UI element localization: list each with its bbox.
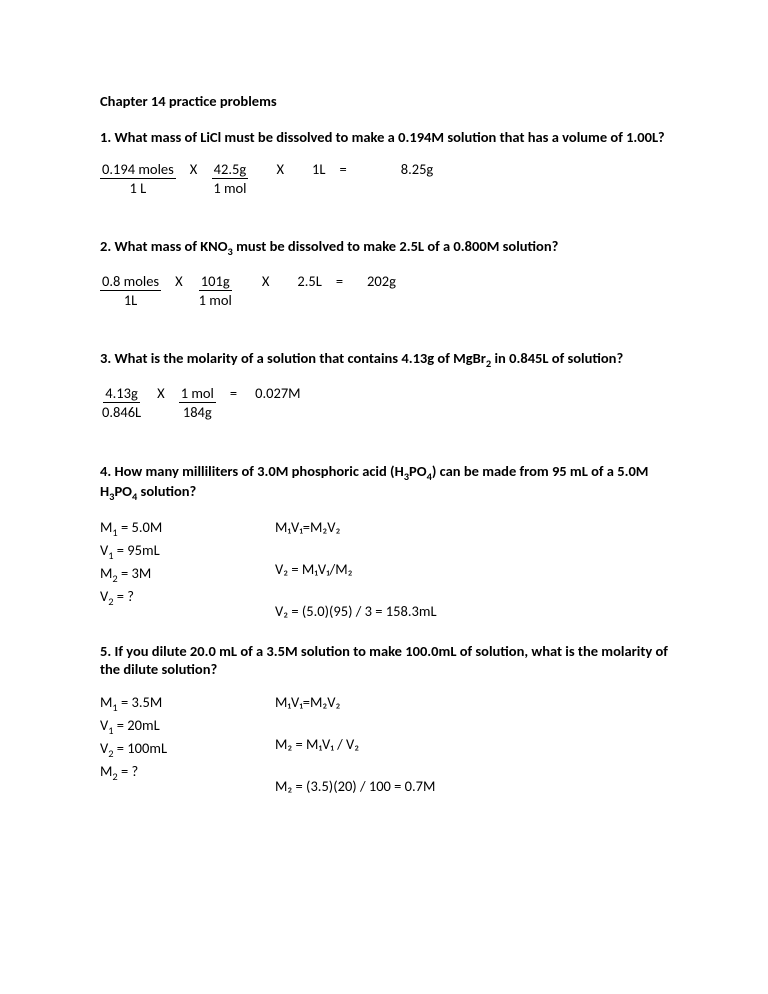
fraction: 4.13g 0.846L [100, 384, 143, 421]
problem-4: 4. How many milliliters of 3.0M phosphor… [100, 462, 668, 623]
given: V1 = 95mL [100, 540, 275, 563]
denominator: 1 mol [211, 179, 248, 197]
answer: 0.027M [251, 384, 300, 402]
text: PO [409, 462, 427, 480]
text: 3. What is the molarity of a solution th… [100, 349, 486, 367]
numerator: 1 mol [179, 384, 216, 403]
question-text: 4. How many milliliters of 3.0M phosphor… [100, 462, 668, 504]
fraction: 42.5g 1 mol [211, 160, 248, 197]
question-text: 5. If you dilute 20.0 mL of a 3.5M solut… [100, 642, 668, 678]
text: 4. How many milliliters of 3.0M phosphor… [100, 462, 404, 480]
given: M2 = ? [100, 761, 275, 784]
denominator: 1L [122, 291, 139, 309]
problem-3: 3. What is the molarity of a solution th… [100, 349, 668, 421]
givens-column: M1 = 3.5M V1 = 20mL V2 = 100mL M2 = ? [100, 692, 275, 797]
given: M2 = 3M [100, 563, 275, 586]
equations-column: M₁V₁=M₂V₂ V₂ = M₁V₁/M₂ V₂ = (5.0)(95) / … [275, 517, 668, 622]
times-op: X [143, 384, 179, 402]
equation: M₁V₁=M₂V₂ [275, 517, 668, 538]
spacer [275, 538, 668, 559]
equation: V₂ = (5.0)(95) / 3 = 158.3mL [275, 601, 668, 622]
text: must be dissolved to make 2.5L of a 0.80… [233, 237, 559, 255]
denominator: 0.846L [100, 403, 143, 421]
equals-op: = [325, 160, 360, 178]
spacer [275, 580, 668, 601]
calculation-row: 0.194 moles 1 L X 42.5g 1 mol X 1L = 8.2… [100, 160, 668, 197]
equation: V₂ = M₁V₁/M₂ [275, 559, 668, 580]
equation: M₂ = M₁V₁ / V₂ [275, 734, 668, 755]
fraction: 101g 1 mol [197, 272, 234, 309]
givens-column: M1 = 5.0M V1 = 95mL M2 = 3M V2 = ? [100, 517, 275, 622]
times-op: X [249, 160, 313, 178]
page: Chapter 14 practice problems 1. What mas… [0, 0, 768, 797]
question-text: 2. What mass of KNO3 must be dissolved t… [100, 237, 668, 258]
givens-row: M1 = 3.5M V1 = 20mL V2 = 100mL M2 = ? M₁… [100, 692, 668, 797]
numerator: 4.13g [103, 384, 140, 403]
calculation-row: 0.8 moles 1L X 101g 1 mol X 2.5L = 202g [100, 272, 668, 309]
numerator: 42.5g [212, 160, 249, 179]
chapter-title: Chapter 14 practice problems [100, 92, 668, 110]
answer: 202g [357, 272, 396, 290]
question-text: 1. What mass of LiCl must be dissolved t… [100, 128, 668, 146]
denominator: 1 L [128, 179, 149, 197]
equation: M₁V₁=M₂V₂ [275, 692, 668, 713]
denominator: 1 mol [197, 291, 234, 309]
times-op: X [176, 160, 212, 178]
equations-column: M₁V₁=M₂V₂ M₂ = M₁V₁ / V₂ M₂ = (3.5)(20) … [275, 692, 668, 797]
value: 2.5L [297, 272, 321, 290]
given: M1 = 3.5M [100, 692, 275, 715]
text: solution? [137, 482, 196, 500]
times-op: X [161, 272, 197, 290]
value: 1L [312, 160, 325, 178]
equation: M₂ = (3.5)(20) / 100 = 0.7M [275, 776, 668, 797]
fraction: 0.8 moles 1L [100, 272, 161, 309]
problem-5: 5. If you dilute 20.0 mL of a 3.5M solut… [100, 642, 668, 797]
problem-2: 2. What mass of KNO3 must be dissolved t… [100, 237, 668, 309]
fraction: 1 mol 184g [179, 384, 216, 421]
text: 2. What mass of KNO [100, 237, 228, 255]
question-text: 3. What is the molarity of a solution th… [100, 349, 668, 370]
spacer [275, 755, 668, 776]
calculation-row: 4.13g 0.846L X 1 mol 184g = 0.027M [100, 384, 668, 421]
fraction: 0.194 moles 1 L [100, 160, 176, 197]
equals-op: = [216, 384, 251, 402]
answer: 8.25g [361, 160, 434, 178]
spacer [275, 713, 668, 734]
text: in 0.845L of solution? [491, 349, 623, 367]
text: PO [114, 482, 132, 500]
numerator: 101g [199, 272, 232, 291]
givens-row: M1 = 5.0M V1 = 95mL M2 = 3M V2 = ? M₁V₁=… [100, 517, 668, 622]
problem-1: 1. What mass of LiCl must be dissolved t… [100, 128, 668, 197]
numerator: 0.8 moles [100, 272, 161, 291]
given: M1 = 5.0M [100, 517, 275, 540]
times-op: X [234, 272, 298, 290]
given: V1 = 20mL [100, 715, 275, 738]
given: V2 = ? [100, 586, 275, 609]
given: V2 = 100mL [100, 738, 275, 761]
denominator: 184g [181, 403, 214, 421]
equals-op: = [322, 272, 357, 290]
numerator: 0.194 moles [100, 160, 176, 179]
